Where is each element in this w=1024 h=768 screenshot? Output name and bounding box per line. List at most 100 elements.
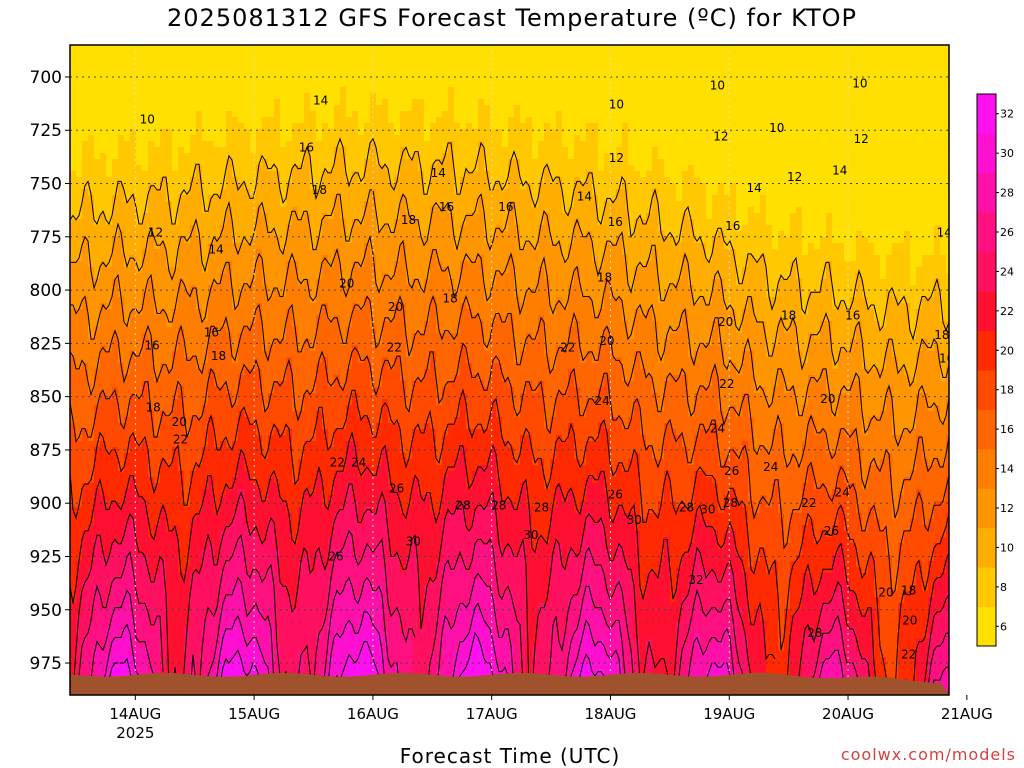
- contour-label: 16: [144, 338, 159, 352]
- colorbar-swatch: [977, 133, 996, 174]
- contour-label: 26: [328, 549, 343, 563]
- contour-line: [70, 137, 949, 341]
- colorbar-frame: [976, 93, 997, 647]
- y-tick-label: 850: [30, 388, 62, 408]
- contour-line: [75, 550, 164, 693]
- colorbar: 6 8 10 12 14 16 18 20 22 24 26 28 30 32: [976, 93, 1014, 647]
- contour-label: 32: [688, 573, 703, 587]
- colorbar-label: 14: [1000, 463, 1014, 476]
- contour-line: [211, 615, 272, 694]
- y-tick-label: 925: [30, 547, 62, 567]
- contour-label: 12: [148, 226, 163, 240]
- contour-line: [802, 614, 868, 694]
- contour-line: [70, 431, 776, 661]
- colorbar-swatch: [977, 291, 996, 332]
- contour-label: 12: [609, 151, 624, 165]
- contour-line: [187, 529, 416, 694]
- y-tick: 900: [30, 494, 70, 514]
- contour-line: [927, 632, 949, 689]
- contour-label: 12: [787, 170, 802, 184]
- contour-label: 16: [939, 351, 954, 365]
- colorbar-swatch: [977, 172, 996, 213]
- terrain-surface: [70, 672, 949, 695]
- contour-label: 22: [387, 341, 402, 355]
- colorbar-swatch: [977, 567, 996, 608]
- y-tick-label: 800: [30, 281, 62, 301]
- contour-label: 10: [609, 98, 624, 112]
- y-tick: 975: [30, 654, 70, 674]
- x-tick-label: 21AUG: [941, 705, 993, 723]
- contour-label: 22: [901, 648, 916, 662]
- y-tick-label: 900: [30, 494, 62, 514]
- y-tick: 875: [30, 441, 70, 461]
- contour-label: 10: [852, 76, 867, 90]
- contour-label: 30: [627, 513, 642, 527]
- colorbar-label: 16: [1000, 423, 1014, 436]
- colorbar-swatch: [977, 212, 996, 253]
- contour-label: 26: [389, 481, 404, 495]
- colorbar-label: 10: [1000, 541, 1014, 554]
- contour-label: 28: [491, 498, 506, 512]
- contour-label: 14: [832, 164, 847, 178]
- colorbar-label: 26: [1000, 226, 1014, 239]
- colorbar-label: 20: [1000, 344, 1014, 357]
- contour-label: 18: [901, 584, 916, 598]
- y-tick: 850: [30, 388, 70, 408]
- contour-label: 18: [934, 328, 949, 342]
- contour-line: [538, 546, 638, 694]
- x-tick-label: 20AUG: [822, 705, 874, 723]
- contour-label: 14: [747, 181, 762, 195]
- x-year-label: 2025: [116, 724, 154, 742]
- y-tick: 825: [30, 334, 70, 354]
- colorbar-label: 24: [1000, 265, 1014, 278]
- colorbar-label: 22: [1000, 305, 1014, 318]
- contour-label: 18: [442, 292, 457, 306]
- contour-label: 18: [146, 400, 161, 414]
- y-axis: 700 725 750 775 800 825 850 875 900 925 950 975: [30, 68, 70, 674]
- contour-label: 20: [172, 415, 187, 429]
- contour-line: [204, 576, 278, 694]
- contour-label: 14: [577, 189, 592, 203]
- contour-line: [70, 342, 949, 597]
- y-tick: 950: [30, 601, 70, 621]
- plot-frame: [69, 44, 950, 696]
- contour-label: 22: [330, 456, 345, 470]
- contour-label: 18: [312, 183, 327, 197]
- contour-label: 18: [597, 270, 612, 284]
- y-tick-label: 725: [30, 121, 62, 141]
- colorbar-label: 28: [1000, 187, 1014, 200]
- contour-line: [561, 585, 631, 694]
- y-tick-label: 950: [30, 601, 62, 621]
- contour-label: 20: [878, 586, 893, 600]
- contour-label: 30: [406, 535, 421, 549]
- contour-label: 26: [608, 488, 623, 502]
- contour-line: [70, 189, 949, 388]
- contour-label: 14: [431, 166, 446, 180]
- contour-label: 20: [388, 300, 403, 314]
- contour-label: 20: [339, 277, 354, 291]
- contour-label: 10: [710, 78, 725, 92]
- colorbar-label: 32: [1000, 108, 1014, 121]
- y-tick: 700: [30, 68, 70, 88]
- colorbar-label: 6: [1000, 620, 1007, 633]
- x-axis: 14AUG 15AUG 16AUG 17AUG 18AUG 19AUG 20AUG 21AUG…: [109, 695, 993, 742]
- contour-label: 18: [781, 309, 796, 323]
- contour-label: 20: [902, 613, 917, 627]
- contour-label: 30: [523, 528, 538, 542]
- colorbar-swatch: [977, 330, 996, 371]
- contour-label: 18: [211, 349, 226, 363]
- contour-label: 28: [723, 496, 738, 510]
- contour-line: [70, 294, 949, 519]
- colorbar-swatch: [977, 251, 996, 292]
- contour-line: [783, 542, 878, 694]
- contour-label: 10: [140, 113, 155, 127]
- y-tick: 725: [30, 121, 70, 141]
- contour-line: [441, 602, 512, 694]
- x-tick-label: 14AUG: [109, 705, 161, 723]
- y-tick: 800: [30, 281, 70, 301]
- contour-label: 16: [608, 215, 623, 229]
- contour-label: 28: [807, 626, 822, 640]
- contour-label: 22: [560, 341, 575, 355]
- y-tick-label: 775: [30, 228, 62, 248]
